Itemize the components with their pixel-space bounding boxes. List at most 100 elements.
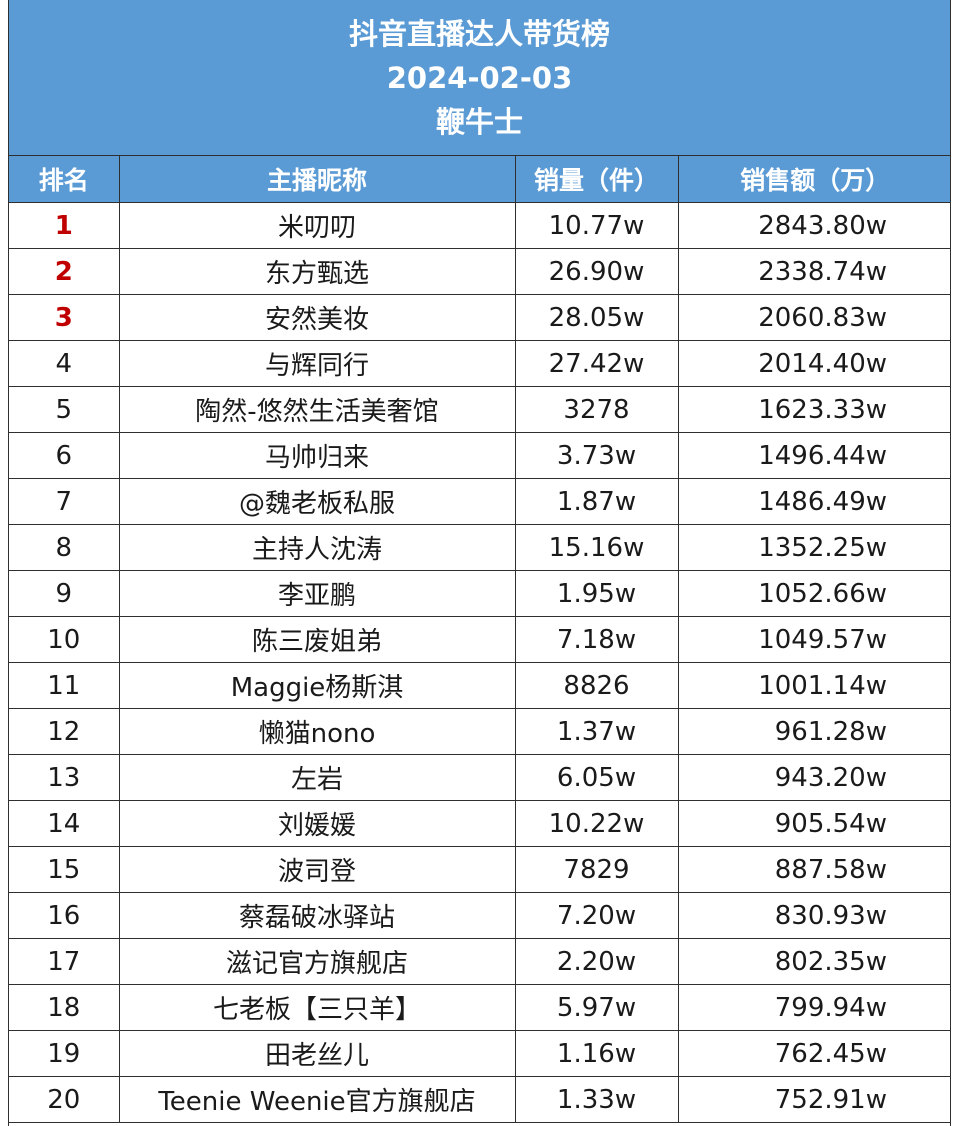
sales-volume-cell: 6.05w: [514, 754, 679, 801]
streamer-name-cell: Teenie Weenie官方旗舰店: [118, 1076, 516, 1123]
col-header-sales: 销售额（万）: [677, 156, 950, 203]
ranking-sheet: 抖音直播达人带货榜 2024-02-03 鞭牛士 排名 主播昵称 销量（件） 销…: [8, 0, 951, 1126]
sales-volume-cell: 8826: [514, 662, 679, 709]
table-row: 1 米叨叨 10.77w 2843.80w: [9, 202, 950, 249]
table-row: 13 左岩 6.05w 943.20w: [9, 754, 950, 801]
table-row: 15 波司登 7829 887.58w: [9, 846, 950, 893]
sales-volume-cell: 7829: [514, 846, 679, 893]
table-row: 6 马帅归来 3.73w 1496.44w: [9, 432, 950, 479]
sales-amount-cell: 1049.57w: [677, 616, 950, 663]
table-row: 9 李亚鹏 1.95w 1052.66w: [9, 570, 950, 617]
table-row: 4 与辉同行 27.42w 2014.40w: [9, 340, 950, 387]
sales-amount-cell: 2060.83w: [677, 294, 950, 341]
title-block: 抖音直播达人带货榜 2024-02-03 鞭牛士: [9, 0, 950, 156]
rank-cell: 8: [9, 524, 120, 571]
streamer-name-cell: 蔡磊破冰驿站: [118, 892, 516, 939]
sales-volume-cell: 3278: [514, 386, 679, 433]
rank-cell: 12: [9, 708, 120, 755]
streamer-name-cell: 田老丝儿: [118, 1030, 516, 1077]
table-row: 11 Maggie杨斯淇 8826 1001.14w: [9, 662, 950, 709]
streamer-name-cell: 七老板【三只羊】: [118, 984, 516, 1031]
sales-amount-cell: 1496.44w: [677, 432, 950, 479]
streamer-name-cell: 陶然-悠然生活美奢馆: [118, 386, 516, 433]
rank-cell: 19: [9, 1030, 120, 1077]
table-row: 17 滋记官方旗舰店 2.20w 802.35w: [9, 938, 950, 985]
rank-cell: 9: [9, 570, 120, 617]
sales-amount-cell: 1486.49w: [677, 478, 950, 525]
rank-cell: 16: [9, 892, 120, 939]
sales-volume-cell: 1.37w: [514, 708, 679, 755]
sales-volume-cell: 5.97w: [514, 984, 679, 1031]
streamer-name-cell: 安然美妆: [118, 294, 516, 341]
sales-amount-cell: 887.58w: [677, 846, 950, 893]
sales-volume-cell: 3.73w: [514, 432, 679, 479]
table-row: 12 懒猫nono 1.37w 961.28w: [9, 708, 950, 755]
sales-volume-cell: 2.20w: [514, 938, 679, 985]
sales-amount-cell: 830.93w: [677, 892, 950, 939]
sales-amount-cell: 799.94w: [677, 984, 950, 1031]
rank-cell: 20: [9, 1076, 120, 1123]
source-label: 鞭牛士: [435, 104, 523, 139]
table-row: 19 田老丝儿 1.16w 762.45w: [9, 1030, 950, 1077]
streamer-name-cell: 懒猫nono: [118, 708, 516, 755]
sales-volume-cell: 1.87w: [514, 478, 679, 525]
rank-cell: 2: [9, 248, 120, 295]
sales-amount-cell: 2014.40w: [677, 340, 950, 387]
sales-volume-cell: 27.42w: [514, 340, 679, 387]
report-date: 2024-02-03: [386, 60, 573, 95]
table-row: 14 刘媛媛 10.22w 905.54w: [9, 800, 950, 847]
sales-volume-cell: 28.05w: [514, 294, 679, 341]
streamer-name-cell: 左岩: [118, 754, 516, 801]
rank-cell: 14: [9, 800, 120, 847]
sales-amount-cell: 1052.66w: [677, 570, 950, 617]
streamer-name-cell: 李亚鹏: [118, 570, 516, 617]
rank-cell: 5: [9, 386, 120, 433]
streamer-name-cell: 马帅归来: [118, 432, 516, 479]
sales-amount-cell: 1352.25w: [677, 524, 950, 571]
streamer-name-cell: 陈三废姐弟: [118, 616, 516, 663]
sales-volume-cell: 1.95w: [514, 570, 679, 617]
table-row: 8 主持人沈涛 15.16w 1352.25w: [9, 524, 950, 571]
sales-volume-cell: 15.16w: [514, 524, 679, 571]
rank-cell: 10: [9, 616, 120, 663]
streamer-name-cell: 米叨叨: [118, 202, 516, 249]
streamer-name-cell: 波司登: [118, 846, 516, 893]
streamer-name-cell: 主持人沈涛: [118, 524, 516, 571]
col-header-volume: 销量（件）: [514, 156, 679, 203]
chart-title: 抖音直播达人带货榜: [348, 16, 610, 51]
sales-volume-cell: 7.18w: [514, 616, 679, 663]
streamer-name-cell: 与辉同行: [118, 340, 516, 387]
sales-volume-cell: 10.22w: [514, 800, 679, 847]
rank-cell: 7: [9, 478, 120, 525]
sales-amount-cell: 802.35w: [677, 938, 950, 985]
rank-cell: 15: [9, 846, 120, 893]
table-row: 16 蔡磊破冰驿站 7.20w 830.93w: [9, 892, 950, 939]
sales-volume-cell: 1.33w: [514, 1076, 679, 1123]
rank-cell: 3: [9, 294, 120, 341]
col-header-rank: 排名: [9, 156, 120, 203]
sales-volume-cell: 10.77w: [514, 202, 679, 249]
rank-cell: 13: [9, 754, 120, 801]
table-body: 1 米叨叨 10.77w 2843.80w 2 东方甄选 26.90w 2338.74w 3 安然…: [9, 202, 950, 1123]
sales-amount-cell: 905.54w: [677, 800, 950, 847]
sales-amount-cell: 943.20w: [677, 754, 950, 801]
ranking-table: 排名 主播昵称 销量（件） 销售额（万） 1 米叨叨 10.77w 2843.80w 2…: [9, 156, 950, 1123]
sales-amount-cell: 2843.80w: [677, 202, 950, 249]
streamer-name-cell: Maggie杨斯淇: [118, 662, 516, 709]
table-row: 2 东方甄选 26.90w 2338.74w: [9, 248, 950, 295]
sales-volume-cell: 7.20w: [514, 892, 679, 939]
streamer-name-cell: @魏老板私服: [118, 478, 516, 525]
table-row: 20 Teenie Weenie官方旗舰店 1.33w 752.91w: [9, 1076, 950, 1123]
table-row: 7 @魏老板私服 1.87w 1486.49w: [9, 478, 950, 525]
sales-volume-cell: 26.90w: [514, 248, 679, 295]
table-row: 10 陈三废姐弟 7.18w 1049.57w: [9, 616, 950, 663]
sales-volume-cell: 1.16w: [514, 1030, 679, 1077]
streamer-name-cell: 刘媛媛: [118, 800, 516, 847]
table-row: 3 安然美妆 28.05w 2060.83w: [9, 294, 950, 341]
rank-cell: 18: [9, 984, 120, 1031]
rank-cell: 11: [9, 662, 120, 709]
rank-cell: 4: [9, 340, 120, 387]
sales-amount-cell: 2338.74w: [677, 248, 950, 295]
streamer-name-cell: 滋记官方旗舰店: [118, 938, 516, 985]
col-header-name: 主播昵称: [118, 156, 516, 203]
